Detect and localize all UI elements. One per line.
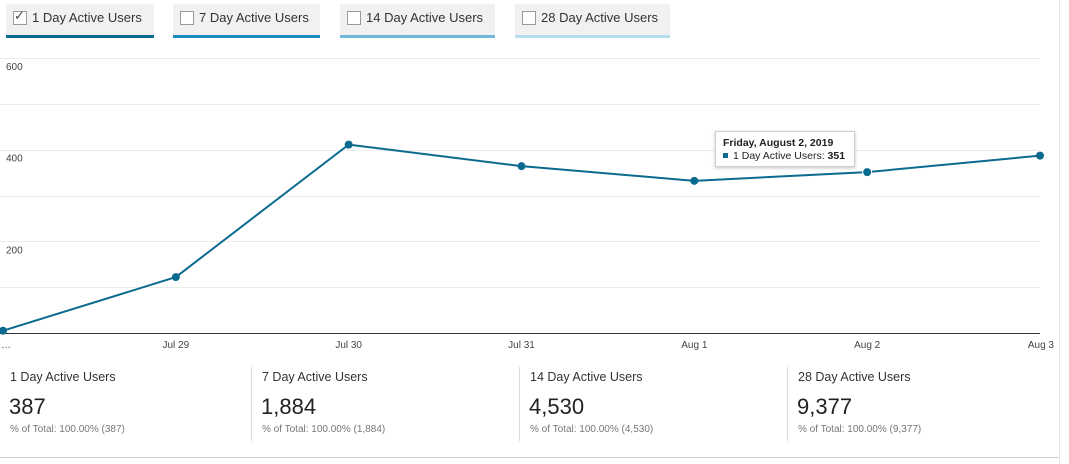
toggle-label: 28 Day Active Users <box>541 10 659 25</box>
data-point[interactable] <box>517 162 526 171</box>
series-points-layer[interactable] <box>0 140 1044 335</box>
toggle-14-day-active-users[interactable]: 14 Day Active Users <box>340 4 495 38</box>
checkbox[interactable] <box>180 11 194 25</box>
summary-percent-of-total: % of Total: 100.00% (9,377) <box>798 424 922 435</box>
summary-label: 14 Day Active Users <box>530 370 643 384</box>
series-line <box>2 143 1041 332</box>
summary-label: 28 Day Active Users <box>798 370 911 384</box>
data-point[interactable] <box>690 176 699 185</box>
y-axis-labels: 200 400 600 <box>6 62 23 256</box>
data-point-highlighted[interactable] <box>862 167 873 178</box>
toggle-label: 1 Day Active Users <box>32 10 142 25</box>
panel-divider <box>1059 0 1060 464</box>
toggle-7-day-active-users[interactable]: 7 Day Active Users <box>173 4 320 38</box>
x-tick-label: Jul 31 <box>508 340 535 351</box>
x-tick-label: Jul 29 <box>162 340 189 351</box>
series-color-bar <box>340 35 495 38</box>
y-tick-label: 600 <box>6 62 23 73</box>
checkmark-icon: ✓ <box>14 8 25 23</box>
summary-7-day-active-users: 7 Day Active Users 1,884 % of Total: 100… <box>251 367 517 441</box>
summary-value: 4,530 <box>529 394 585 419</box>
series-swatch <box>723 153 728 158</box>
toggle-label: 7 Day Active Users <box>199 10 309 25</box>
summary-label: 1 Day Active Users <box>10 370 116 384</box>
toggle-label: 14 Day Active Users <box>366 10 484 25</box>
x-tick-label: … <box>1 340 11 351</box>
active-users-line-chart[interactable]: 200 400 600 … Jul 29 Jul 30 Jul 31 Aug 1 Aug 2 A… <box>0 0 1059 360</box>
tooltip-title: Friday, August 2, 2019 <box>723 137 834 149</box>
toggle-1-day-active-users[interactable]: ✓ 1 Day Active Users <box>6 4 154 38</box>
y-tick-label: 200 <box>6 245 23 256</box>
summary-value: 387 <box>9 394 46 419</box>
summary-value: 1,884 <box>261 394 317 419</box>
x-tick-label: Aug 2 <box>854 340 881 351</box>
summary-value: 9,377 <box>797 394 853 419</box>
x-tick-label: Jul 30 <box>335 340 362 351</box>
summary-label: 7 Day Active Users <box>262 370 368 384</box>
series-line-layer <box>2 143 1041 332</box>
summary-percent-of-total: % of Total: 100.00% (4,530) <box>530 424 654 435</box>
checkbox[interactable]: ✓ <box>13 8 27 25</box>
summary-percent-of-total: % of Total: 100.00% (387) <box>10 424 125 435</box>
checkbox[interactable] <box>522 11 536 25</box>
tooltip-series-label: 1 Day Active Users: <box>733 150 825 162</box>
data-point[interactable] <box>0 326 7 335</box>
chart-gridlines <box>0 58 1040 334</box>
summary-14-day-active-users: 14 Day Active Users 4,530 % of Total: 10… <box>519 367 786 441</box>
x-axis-labels: … Jul 29 Jul 30 Jul 31 Aug 1 Aug 2 Aug 3 <box>1 340 1054 351</box>
summary-1-day-active-users: 1 Day Active Users 387 % of Total: 100.0… <box>0 367 250 441</box>
series-color-bar <box>173 35 320 38</box>
toggle-28-day-active-users[interactable]: 28 Day Active Users <box>515 4 670 38</box>
checkbox[interactable] <box>347 11 361 25</box>
summary-percent-of-total: % of Total: 100.00% (1,884) <box>262 424 386 435</box>
tooltip-row: 1 Day Active Users: 351 <box>723 150 854 163</box>
y-tick-label: 400 <box>6 154 23 165</box>
series-color-bar <box>6 35 154 38</box>
data-point[interactable] <box>344 140 353 149</box>
series-color-bar <box>515 35 670 38</box>
chart-tooltip: Friday, August 2, 2019 1 Day Active User… <box>715 131 855 167</box>
data-point[interactable] <box>1036 151 1044 160</box>
x-tick-label: Aug 3 <box>1028 340 1055 351</box>
summary-28-day-active-users: 28 Day Active Users 9,377 % of Total: 10… <box>787 367 1059 441</box>
x-tick-label: Aug 1 <box>681 340 708 351</box>
footer-divider <box>0 457 1059 458</box>
tooltip-value: 351 <box>827 150 846 162</box>
data-point[interactable] <box>171 273 180 282</box>
